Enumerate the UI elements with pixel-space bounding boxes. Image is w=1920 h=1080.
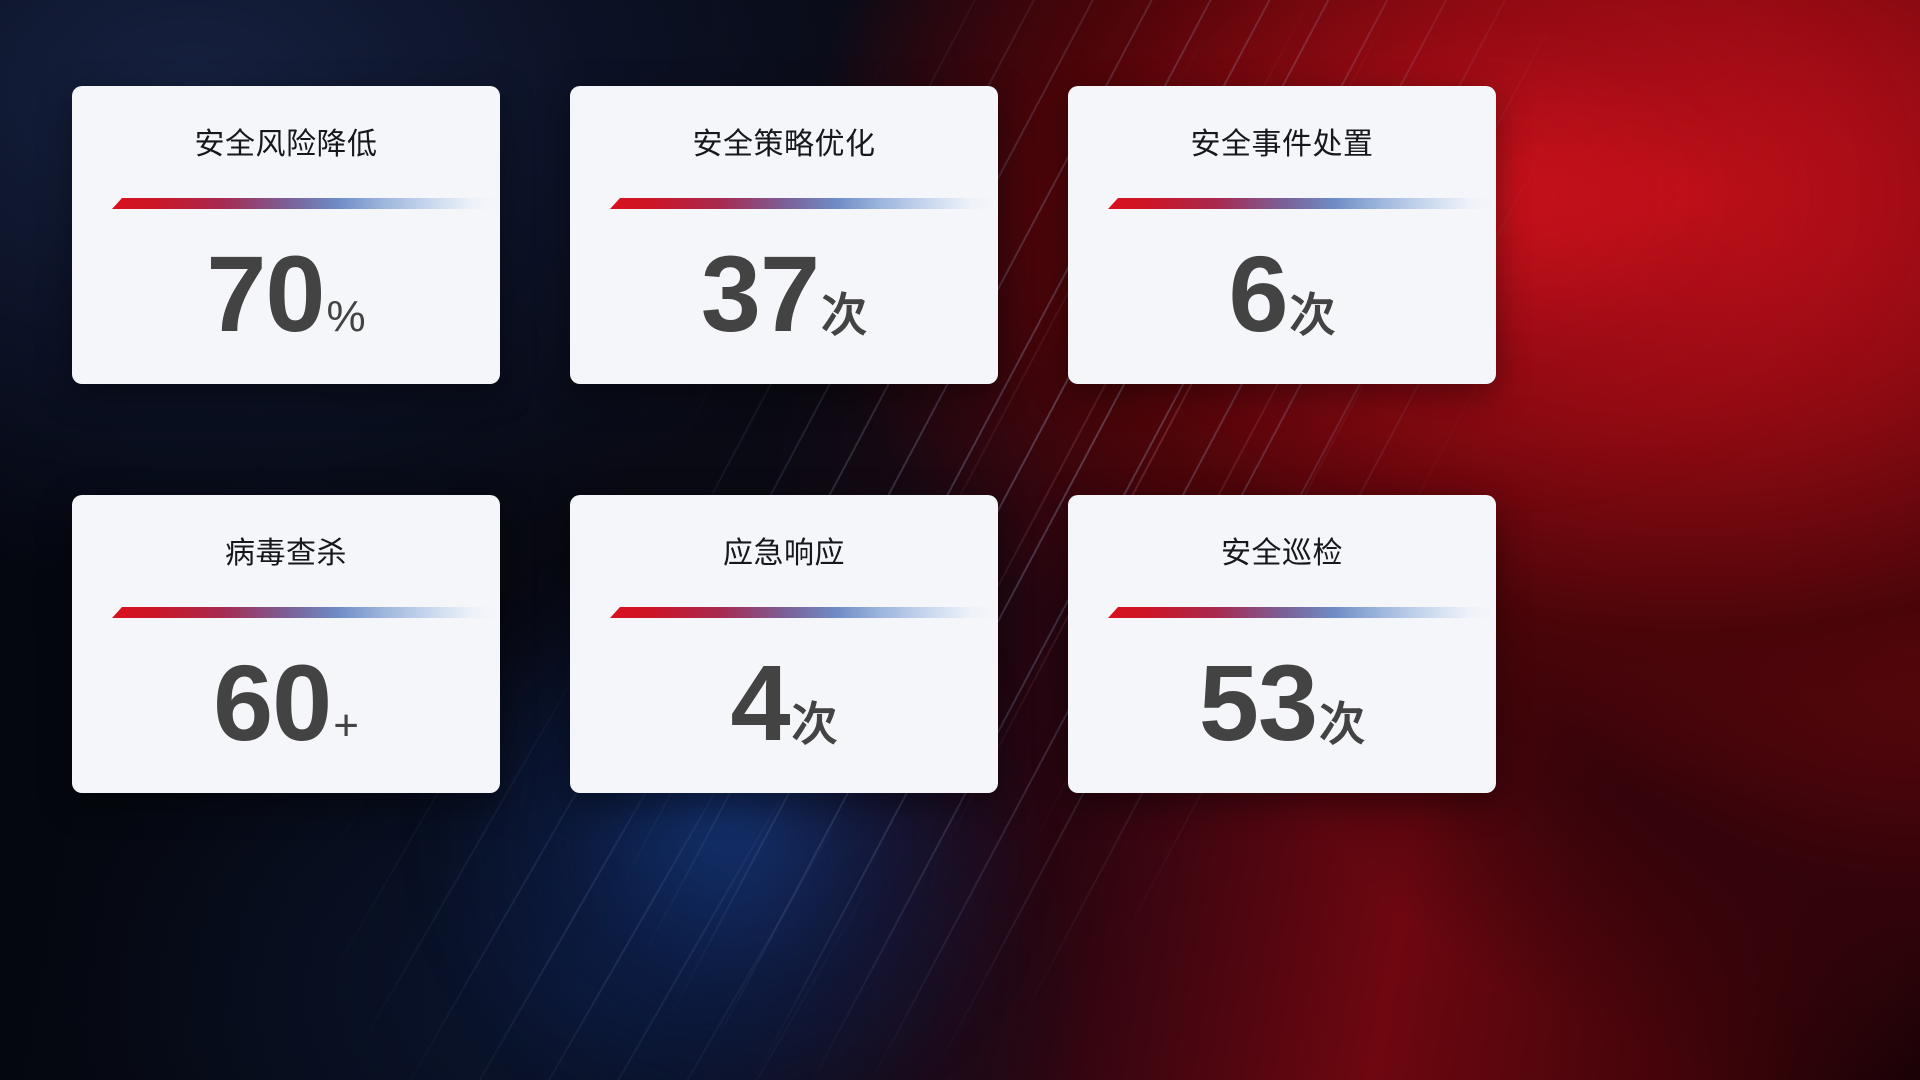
gradient-rule-icon — [112, 607, 500, 618]
stat-card-value-row: 60 + — [213, 621, 359, 793]
gradient-rule-icon — [1108, 607, 1496, 618]
stat-card-title: 安全策略优化 — [692, 128, 876, 161]
stat-card-title: 病毒查杀 — [225, 537, 347, 570]
stat-card-value-row: 53 次 — [1199, 621, 1365, 793]
gradient-rule-icon — [610, 607, 998, 618]
stat-card: 安全策略优化 37 次 — [570, 86, 998, 384]
stat-card-divider — [570, 607, 998, 621]
stat-card-title: 安全风险降低 — [194, 128, 378, 161]
stat-card-unit: % — [326, 292, 366, 341]
stat-card-number: 70 — [206, 233, 325, 354]
stat-card: 安全事件处置 6 次 — [1068, 86, 1496, 384]
stat-card-unit: 次 — [1319, 698, 1366, 750]
stat-card-divider — [570, 198, 998, 212]
stat-card-grid: 安全风险降低 70% 安全策略优化 37 次安全事件处置 6 次病毒查杀 60 + 应急响应 4 次安… — [72, 86, 1848, 793]
stat-card-value: 60 + — [213, 649, 359, 757]
stat-card-title: 安全巡检 — [1221, 537, 1343, 570]
stat-card-divider — [72, 198, 500, 212]
stat-card-number: 37 — [700, 233, 820, 354]
stat-card-number: 4 — [730, 642, 790, 763]
stat-card-value: 37 次 — [701, 240, 867, 348]
stat-card-number: 53 — [1198, 642, 1318, 763]
stat-card-value: 70% — [206, 240, 365, 348]
stat-card-divider — [72, 607, 500, 621]
stat-card-unit: 次 — [791, 698, 838, 750]
stat-card: 安全巡检 53 次 — [1068, 495, 1496, 793]
stat-card-unit: 次 — [821, 289, 868, 341]
gradient-rule-icon — [610, 198, 998, 209]
stat-card-value-row: 70% — [206, 212, 365, 384]
stat-card-value-row: 37 次 — [701, 212, 867, 384]
stat-card-value: 53 次 — [1199, 649, 1365, 757]
stat-card: 病毒查杀 60 + — [72, 495, 500, 793]
stat-card: 安全风险降低 70% — [72, 86, 500, 384]
stat-card-number: 6 — [1228, 233, 1288, 354]
stat-card-unit: 次 — [1289, 289, 1336, 341]
gradient-rule-icon — [1108, 198, 1496, 209]
stat-card-divider — [1068, 198, 1496, 212]
stat-card-divider — [1068, 607, 1496, 621]
stat-card-title: 安全事件处置 — [1190, 128, 1374, 161]
stat-card: 应急响应 4 次 — [570, 495, 998, 793]
stat-card-number: 60 — [213, 642, 332, 763]
gradient-rule-icon — [112, 198, 500, 209]
stat-card-unit: + — [333, 701, 359, 750]
stat-card-title: 应急响应 — [723, 537, 845, 570]
